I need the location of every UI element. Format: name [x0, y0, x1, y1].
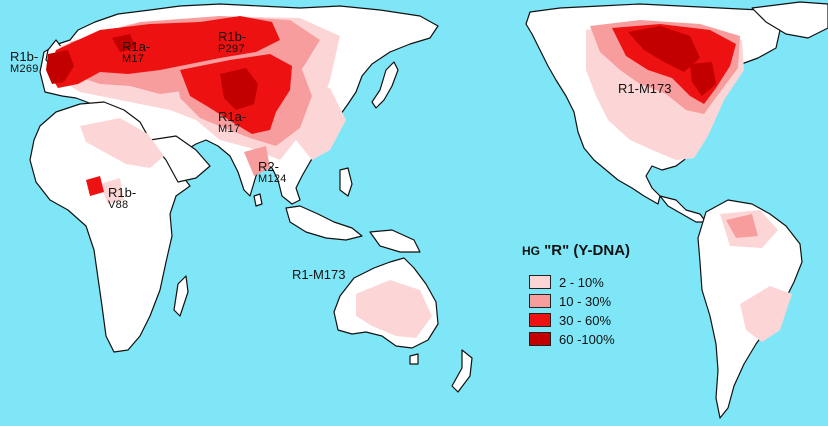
legend-item: 30 - 60%: [529, 312, 611, 328]
label-r1b-v88: R1b- V88: [108, 186, 136, 212]
sri-lanka: [253, 193, 263, 207]
legend-label: 60 -100%: [559, 331, 615, 347]
label-r1a-m17-europe-line2: M17: [122, 53, 145, 65]
legend-hg-prefix: HG: [521, 244, 540, 258]
label-r1a-m17-asia: R1a- M17: [218, 110, 246, 136]
japan-islands: [371, 61, 399, 109]
label-r1b-v88-line2: V88: [108, 199, 129, 211]
legend-swatch: [529, 294, 551, 308]
label-r1b-v88-line1: R1b-: [108, 185, 137, 200]
label-r1a-m17-asia-line2: M17: [218, 123, 241, 135]
new-guinea: [369, 229, 421, 253]
tasmania: [409, 353, 419, 365]
legend-swatch: [529, 275, 551, 289]
label-r1b-p297: R1b- P297: [218, 30, 246, 56]
label-r1-m173-america: R1-M173: [618, 82, 671, 95]
label-r1b-m269: R1b- M269: [10, 50, 39, 76]
legend-label: 30 - 60%: [559, 312, 612, 328]
label-r1-m173-america-line1: R1-M173: [618, 81, 672, 96]
legend-item: 60 -100%: [529, 331, 615, 347]
label-r1b-m269-line1: R1b-: [10, 49, 39, 64]
label-r1b-p297-line2: P297: [218, 43, 245, 55]
madagascar: [173, 275, 189, 317]
legend-item: 2 - 10%: [529, 274, 604, 290]
label-r2-m124: R2- M124: [258, 160, 287, 186]
label-r1a-m17-europe-line1: R1a-: [122, 39, 151, 54]
legend-swatch: [529, 313, 551, 327]
indonesia-islands: [285, 205, 363, 241]
label-r1-m173-oceania: R1-M173: [292, 268, 345, 281]
legend-title: HG "R" (Y-DNA): [498, 242, 654, 259]
frequency-shading: [46, 16, 792, 342]
greenland: [751, 1, 828, 39]
label-r1a-m17-asia-line1: R1a-: [218, 109, 247, 124]
new-zealand: [451, 349, 473, 393]
legend-title-text: "R" (Y-DNA): [544, 242, 631, 259]
legend-label: 2 - 10%: [559, 274, 604, 290]
label-r1b-m269-line2: M269: [10, 63, 39, 75]
label-r2-m124-line2: M124: [258, 173, 287, 185]
label-r1b-p297-line1: R1b-: [218, 29, 247, 44]
shading-60-100-percent: [46, 26, 716, 110]
arabian-peninsula: [149, 135, 211, 183]
legend-label: 10 - 30%: [559, 293, 612, 309]
label-r1-m173-oceania-line1: R1-M173: [292, 267, 346, 282]
label-r1a-m17-europe: R1a- M17: [122, 40, 150, 66]
legend-item: 10 - 30%: [529, 293, 611, 309]
philippines: [339, 167, 353, 197]
legend-swatch: [529, 332, 551, 346]
label-r2-m124-line1: R2-: [258, 159, 279, 174]
legend: HG "R" (Y-DNA) 2 - 10% 10 - 30% 30 - 60%…: [498, 240, 654, 350]
